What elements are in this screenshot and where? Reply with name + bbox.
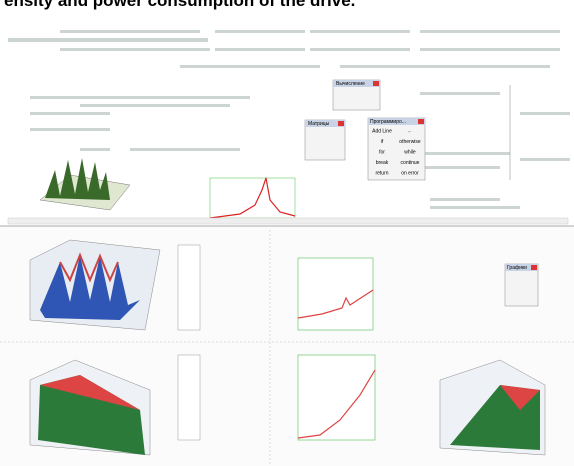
surface-plot [40,158,130,210]
line-plot [298,258,373,330]
toolbar-title: Матрицы [308,121,330,127]
spectrum-plot [210,178,295,218]
toolbar-title: Программиро... [370,119,406,125]
toolbar-button[interactable]: continue [401,160,420,166]
toolbar-button[interactable]: otherwise [399,139,421,145]
toolbar-button[interactable]: break [376,160,389,166]
line-plot [298,355,375,440]
toolbar-button[interactable]: return [375,170,388,176]
toolbar-button[interactable]: for [379,149,385,155]
toolbar-title: Графики [507,265,527,271]
toolbar-button[interactable]: while [404,149,416,155]
toolbar-button[interactable]: ← [408,128,413,134]
toolbar-title: Вычисление [336,81,365,87]
matrix-toolbar: Матрицы [305,120,345,160]
screen: ensity and power consumption of the driv… [0,0,574,466]
graph-toolbar: Графики [505,264,538,306]
toolbar-button[interactable]: on error [401,170,419,176]
evaluation-toolbar: Вычисление [333,80,380,110]
toolbar-button[interactable]: Add Line [372,128,392,134]
surface-plot [30,240,160,330]
page: ensity and power consumption of the driv… [0,0,574,466]
page-heading: ensity and power consumption of the driv… [4,0,355,10]
